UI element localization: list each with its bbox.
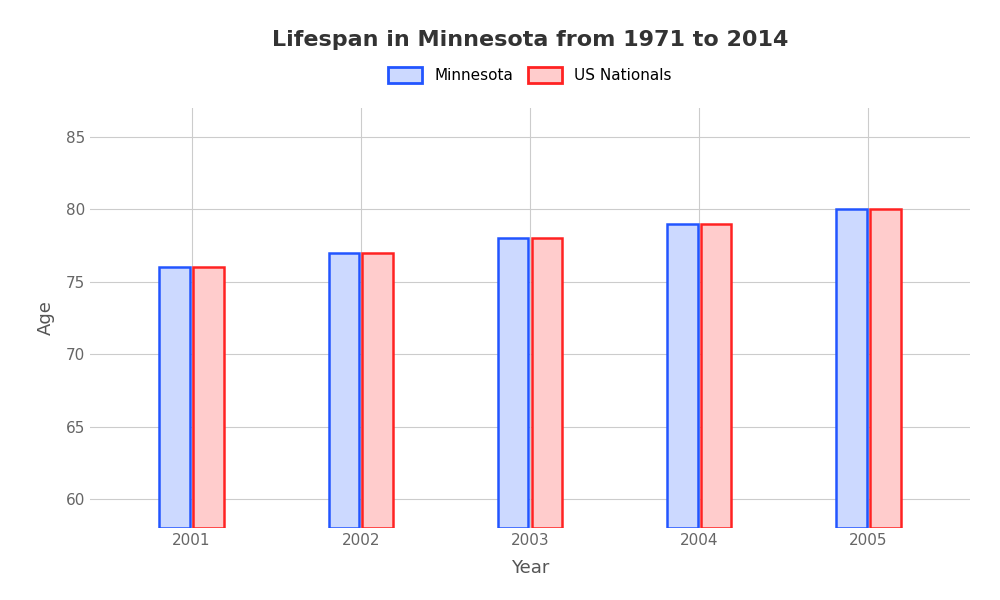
Bar <box>532 238 562 528</box>
Bar <box>701 224 731 528</box>
Title: Lifespan in Minnesota from 1971 to 2014: Lifespan in Minnesota from 1971 to 2014 <box>272 29 788 49</box>
Legend: Minnesota, US Nationals: Minnesota, US Nationals <box>382 61 678 89</box>
Bar <box>193 268 224 528</box>
Bar <box>362 253 393 528</box>
Bar <box>159 268 190 528</box>
Bar <box>836 209 867 528</box>
Y-axis label: Age: Age <box>37 301 55 335</box>
X-axis label: Year: Year <box>511 559 549 577</box>
Bar <box>329 253 359 528</box>
Bar <box>870 209 901 528</box>
Bar <box>498 238 528 528</box>
Bar <box>667 224 698 528</box>
